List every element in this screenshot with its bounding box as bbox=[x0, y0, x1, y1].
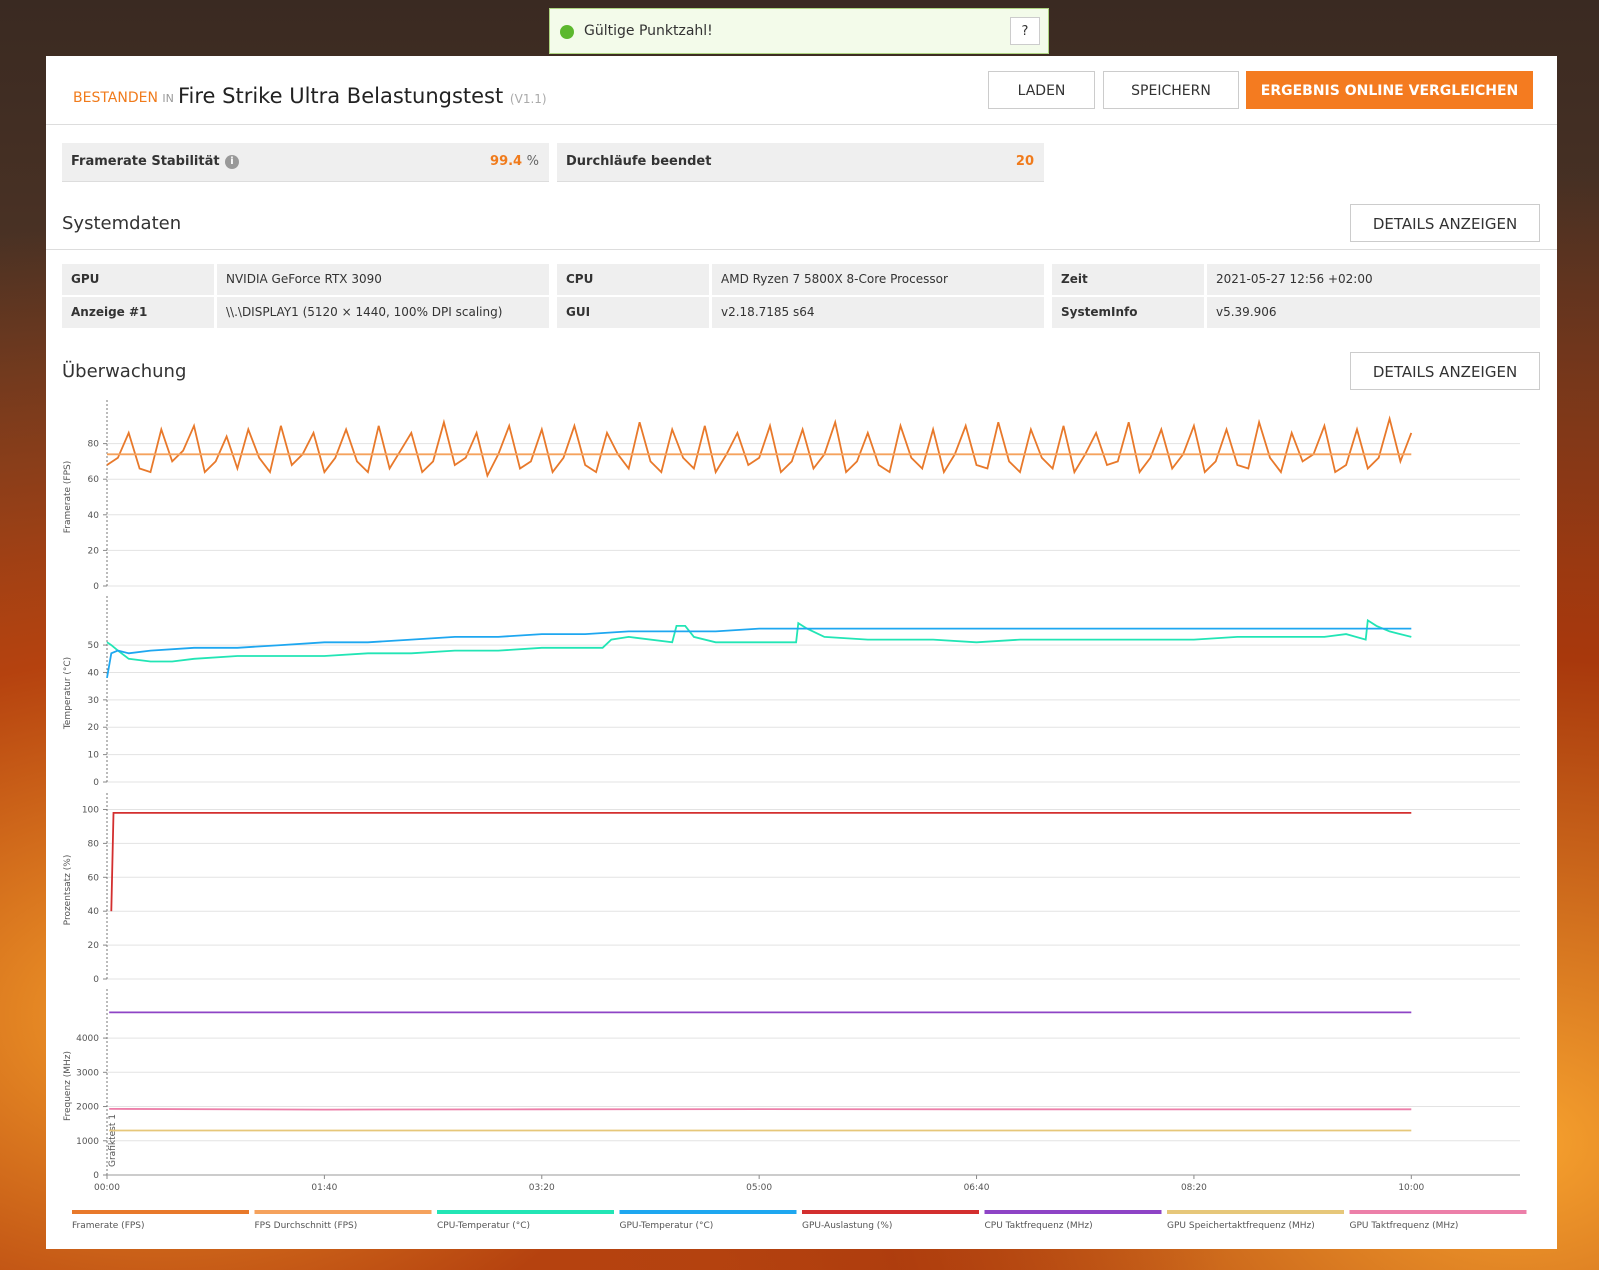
title: Fire Strike Ultra Belastungstest (V1.1) bbox=[178, 84, 547, 108]
stat-value-wrap: 99.4 % bbox=[490, 154, 539, 169]
legend-swatch bbox=[619, 1210, 797, 1214]
y-tick-label: 4000 bbox=[76, 1034, 99, 1044]
y-tick-label: 3000 bbox=[76, 1068, 99, 1078]
table-key: GPU bbox=[62, 264, 214, 295]
x-tick-label: 06:40 bbox=[964, 1183, 990, 1193]
title-text: Fire Strike Ultra Belastungstest bbox=[178, 84, 504, 108]
toast-text: Gültige Punktzahl! bbox=[584, 23, 713, 39]
y-tick-label: 60 bbox=[88, 475, 100, 485]
x-tick-label: 03:20 bbox=[529, 1183, 555, 1193]
legend-label: GPU-Auslastung (%) bbox=[802, 1221, 892, 1231]
toast: Gültige Punktzahl! ? bbox=[549, 8, 1049, 54]
legend-label: GPU Taktfrequenz (MHz) bbox=[1350, 1221, 1459, 1231]
compare-button[interactable]: ERGEBNIS ONLINE VERGLEICHEN bbox=[1246, 71, 1533, 109]
series-line bbox=[106, 618, 1412, 663]
legend-label: FPS Durchschnitt (FPS) bbox=[255, 1221, 358, 1231]
separator bbox=[46, 249, 1557, 250]
y-tick-label: 80 bbox=[88, 839, 100, 849]
y-tick-label: 0 bbox=[93, 1171, 99, 1181]
stat-value: 20 bbox=[1015, 154, 1034, 169]
result-panel bbox=[46, 56, 1557, 1249]
table-key: GUI bbox=[557, 297, 709, 328]
legend-swatch bbox=[984, 1210, 1162, 1214]
table-value: 2021-05-27 12:56 +02:00 bbox=[1207, 264, 1540, 295]
legend-swatch bbox=[1167, 1210, 1344, 1214]
help-button[interactable]: ? bbox=[1010, 17, 1040, 45]
version: (V1.1) bbox=[509, 92, 547, 106]
table-key: SystemInfo bbox=[1052, 297, 1204, 328]
legend-label: Framerate (FPS) bbox=[72, 1221, 145, 1231]
x-tick-label: 05:00 bbox=[746, 1183, 772, 1193]
stat-value: 99.4 bbox=[490, 154, 523, 169]
y-axis-label: Prozentsatz (%) bbox=[63, 855, 73, 926]
status-in: IN bbox=[162, 92, 174, 105]
table-key: CPU bbox=[557, 264, 709, 295]
y-tick-label: 60 bbox=[88, 873, 100, 883]
legend-swatch bbox=[254, 1210, 432, 1214]
y-tick-label: 20 bbox=[88, 546, 100, 556]
legend-label: GPU Speichertaktfrequenz (MHz) bbox=[1167, 1221, 1315, 1231]
x-tick-label: 08:20 bbox=[1181, 1183, 1207, 1193]
stat-unit: % bbox=[526, 154, 539, 169]
table-key: Zeit bbox=[1052, 264, 1204, 295]
y-tick-label: 0 bbox=[93, 778, 99, 788]
y-tick-label: 2000 bbox=[76, 1103, 99, 1113]
legend-label: GPU-Temperatur (°C) bbox=[620, 1221, 714, 1231]
series-line bbox=[110, 812, 1412, 912]
status-text: BESTANDEN bbox=[73, 90, 158, 106]
x-tick-label: 01:40 bbox=[311, 1183, 337, 1193]
legend-swatch bbox=[802, 1210, 979, 1214]
y-tick-label: 20 bbox=[88, 941, 100, 951]
load-button[interactable]: LADEN bbox=[988, 71, 1095, 109]
stat-box: Durchläufe beendet 20 bbox=[557, 143, 1044, 182]
stat-label: Framerate Stabilität bbox=[71, 154, 220, 169]
y-tick-label: 40 bbox=[88, 511, 100, 521]
x-tick-label: 00:00 bbox=[94, 1183, 120, 1193]
y-tick-label: 0 bbox=[93, 975, 99, 985]
section-title: Systemdaten bbox=[62, 213, 182, 234]
stat-box: Framerate Stabilität i 99.4 % bbox=[62, 143, 549, 182]
y-tick-label: 40 bbox=[88, 907, 100, 917]
series-line bbox=[109, 1108, 1412, 1111]
status: BESTANDEN IN bbox=[73, 90, 174, 106]
table-value: AMD Ryzen 7 5800X 8-Core Processor bbox=[712, 264, 1044, 295]
check-icon bbox=[560, 25, 574, 39]
section-title: Überwachung bbox=[62, 361, 187, 382]
table-value: v2.18.7185 s64 bbox=[712, 297, 1044, 328]
legend-label: CPU-Temperatur (°C) bbox=[437, 1221, 530, 1231]
x-tick-label: 10:00 bbox=[1398, 1183, 1424, 1193]
legend-swatch bbox=[437, 1210, 614, 1214]
info-icon[interactable]: i bbox=[225, 155, 239, 169]
y-tick-label: 1000 bbox=[76, 1137, 99, 1147]
legend-label: CPU Taktfrequenz (MHz) bbox=[985, 1221, 1093, 1231]
table-value: NVIDIA GeForce RTX 3090 bbox=[217, 264, 549, 295]
y-tick-label: 0 bbox=[93, 582, 99, 592]
legend-swatch bbox=[1349, 1210, 1527, 1214]
y-axis-label: Frequenz (MHz) bbox=[63, 1051, 73, 1121]
y-tick-label: 20 bbox=[88, 723, 100, 733]
annotation: Grafiktest 1 bbox=[108, 1114, 118, 1167]
table-value: v5.39.906 bbox=[1207, 297, 1540, 328]
table-key: Anzeige #1 bbox=[62, 297, 214, 328]
series-line bbox=[106, 415, 1413, 479]
y-axis-label: Temperatur (°C) bbox=[63, 657, 73, 730]
separator bbox=[46, 124, 1557, 125]
legend-swatch bbox=[72, 1210, 249, 1214]
stat-label: Durchläufe beendet bbox=[566, 154, 712, 169]
y-tick-label: 40 bbox=[88, 668, 100, 678]
details-button[interactable]: DETAILS ANZEIGEN bbox=[1350, 352, 1540, 390]
details-button[interactable]: DETAILS ANZEIGEN bbox=[1350, 204, 1540, 242]
save-button[interactable]: SPEICHERN bbox=[1103, 71, 1239, 109]
y-tick-label: 100 bbox=[82, 805, 99, 815]
series-line bbox=[106, 627, 1412, 679]
y-tick-label: 10 bbox=[88, 751, 100, 761]
table-value: \\.\DISPLAY1 (5120 × 1440, 100% DPI scal… bbox=[217, 297, 549, 328]
y-tick-label: 50 bbox=[88, 641, 100, 651]
y-tick-label: 80 bbox=[88, 440, 100, 450]
y-tick-label: 30 bbox=[88, 696, 100, 706]
y-axis-label: Framerate (FPS) bbox=[63, 461, 73, 534]
